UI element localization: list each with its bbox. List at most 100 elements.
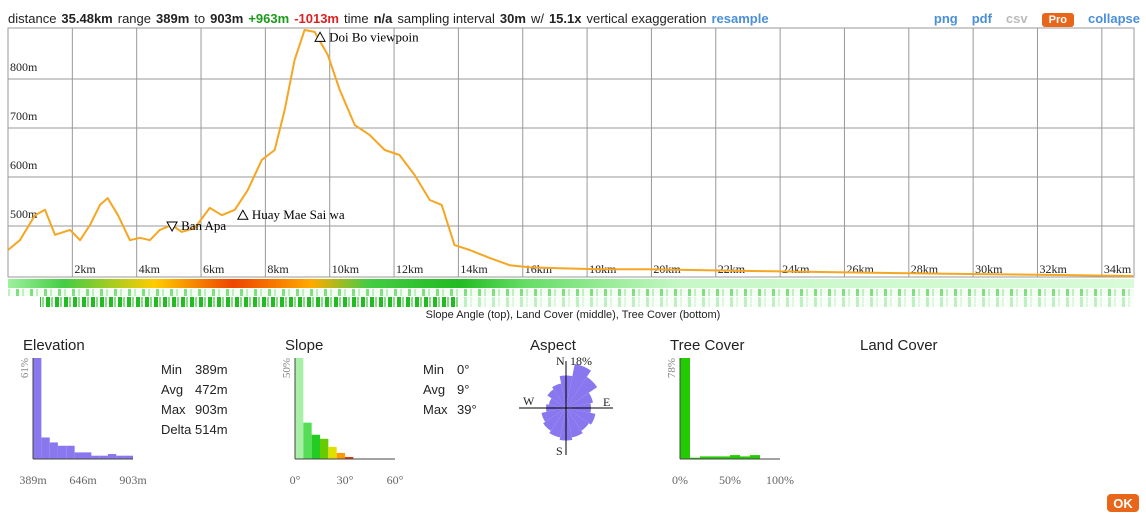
actions: png pdf csv Pro collapse (920, 11, 1140, 27)
summary-text: sampling interval (397, 11, 495, 26)
histogram-bar (720, 456, 730, 459)
y-tick-label: 700m (10, 109, 38, 123)
histogram-bar (680, 358, 690, 459)
tree-cover-strip (460, 297, 1134, 307)
histogram-bar (57, 445, 67, 459)
slope-strip (8, 279, 1134, 288)
summary-text: time (344, 11, 369, 26)
summary-text: 389m (156, 11, 190, 26)
ok-button-label: OK (1113, 496, 1133, 511)
ok-button-bg (1107, 494, 1139, 512)
stat-label: Avg (161, 382, 183, 397)
histogram-bar (49, 442, 58, 459)
histogram-bar (750, 455, 760, 459)
histogram-bar (320, 438, 329, 459)
x-tick-label: 26km (846, 262, 874, 276)
x-tick-label: 389m (19, 473, 47, 487)
x-tick-label: 60° (387, 473, 404, 487)
waypoint-label: Ban Apa (181, 218, 226, 233)
tree-cover-strip (40, 297, 460, 307)
ok-button[interactable]: OK (1107, 494, 1139, 512)
summary-text: to (194, 11, 206, 26)
x-tick-label: 100% (766, 473, 794, 487)
x-tick-label: 646m (69, 473, 97, 487)
y-tick-label: 600m (10, 158, 38, 172)
y-max-label: 78% (666, 358, 678, 378)
summary-text: range (117, 11, 151, 26)
histogram-bar (311, 434, 320, 459)
stat-value: 9° (457, 382, 469, 397)
x-tick-label: 0° (290, 473, 301, 487)
x-tick-label: 10km (332, 262, 360, 276)
histogram-bar (730, 455, 740, 459)
aspect-sector (566, 392, 593, 408)
action-link[interactable]: png (933, 11, 958, 26)
direction-label: W (523, 394, 535, 408)
stat-label: Max (161, 402, 186, 417)
summary-text: +963m (248, 11, 290, 26)
stat-label: Min (423, 362, 444, 377)
histogram-bar (83, 452, 92, 459)
histogram-bar (690, 457, 700, 459)
summary-text: 15.1x (548, 11, 582, 26)
resample-link[interactable]: resample (711, 11, 769, 26)
histogram-bar (328, 446, 337, 459)
histogram-bar (33, 358, 42, 459)
strips-caption: Slope Angle (top), Land Cover (middle), … (426, 309, 721, 321)
waypoint-marker (237, 209, 249, 220)
x-tick-label: 24km (782, 262, 810, 276)
histogram-bar (41, 437, 50, 459)
stat-label: Max (423, 402, 448, 417)
rose-max-label: 18% (570, 354, 592, 368)
x-tick-label: 0% (672, 473, 688, 487)
histogram-bar (124, 455, 133, 459)
histogram-bar (700, 456, 710, 459)
panel-title: Elevation (23, 337, 85, 354)
aspect-sector (566, 363, 592, 408)
histogram-bar (91, 455, 100, 459)
histogram-bar (107, 454, 117, 459)
waypoint-marker (166, 221, 178, 233)
x-tick-label: 30° (337, 473, 354, 487)
stat-label: Delta (161, 422, 192, 437)
x-tick-label: 8km (267, 262, 289, 276)
stat-value: 0° (457, 362, 469, 377)
direction-label: E (603, 395, 610, 409)
elevation-line (7, 29, 1134, 277)
aspect-sector (549, 408, 566, 438)
summary-bar: distance 35.48km range 389m to 903m +963m -1013… (8, 11, 774, 26)
stat-value: 472m (195, 382, 228, 397)
y-tick-label: 500m (10, 207, 38, 221)
histogram-bar (116, 455, 125, 459)
summary-text: 903m (210, 11, 244, 26)
action-link[interactable]: collapse (1087, 11, 1140, 26)
histogram-bar (740, 456, 750, 459)
plot-frame (7, 27, 1135, 278)
y-max-label: 61% (19, 358, 31, 378)
panel-title: Aspect (530, 337, 577, 354)
action-link[interactable]: csv (1005, 11, 1028, 26)
summary-text: vertical exaggeration (586, 11, 707, 26)
stat-value: 514m (195, 422, 228, 437)
aspect-sector (547, 389, 566, 408)
histogram-bar (66, 445, 75, 459)
x-tick-label: 4km (139, 262, 161, 276)
panel-title: Land Cover (860, 337, 938, 354)
aspect-sector (566, 408, 589, 431)
x-tick-label: 32km (1039, 262, 1067, 276)
stat-value: 903m (195, 402, 228, 417)
direction-label: N (556, 354, 565, 368)
y-tick-label: 800m (10, 60, 38, 74)
stat-label: Min (161, 362, 182, 377)
stat-value: 39° (457, 402, 477, 417)
histogram-bar (74, 452, 83, 459)
histogram-bar (303, 422, 312, 459)
waypoint-label: Doi Bo viewpoin (329, 29, 419, 44)
histogram-bar (295, 358, 304, 459)
aspect-sector (566, 408, 596, 425)
action-link[interactable]: pdf (971, 11, 992, 26)
aspect-sector (552, 383, 566, 408)
action-link[interactable]: Pro (1041, 13, 1074, 27)
stat-value: 389m (195, 362, 228, 377)
summary-text: 30m (499, 11, 526, 26)
